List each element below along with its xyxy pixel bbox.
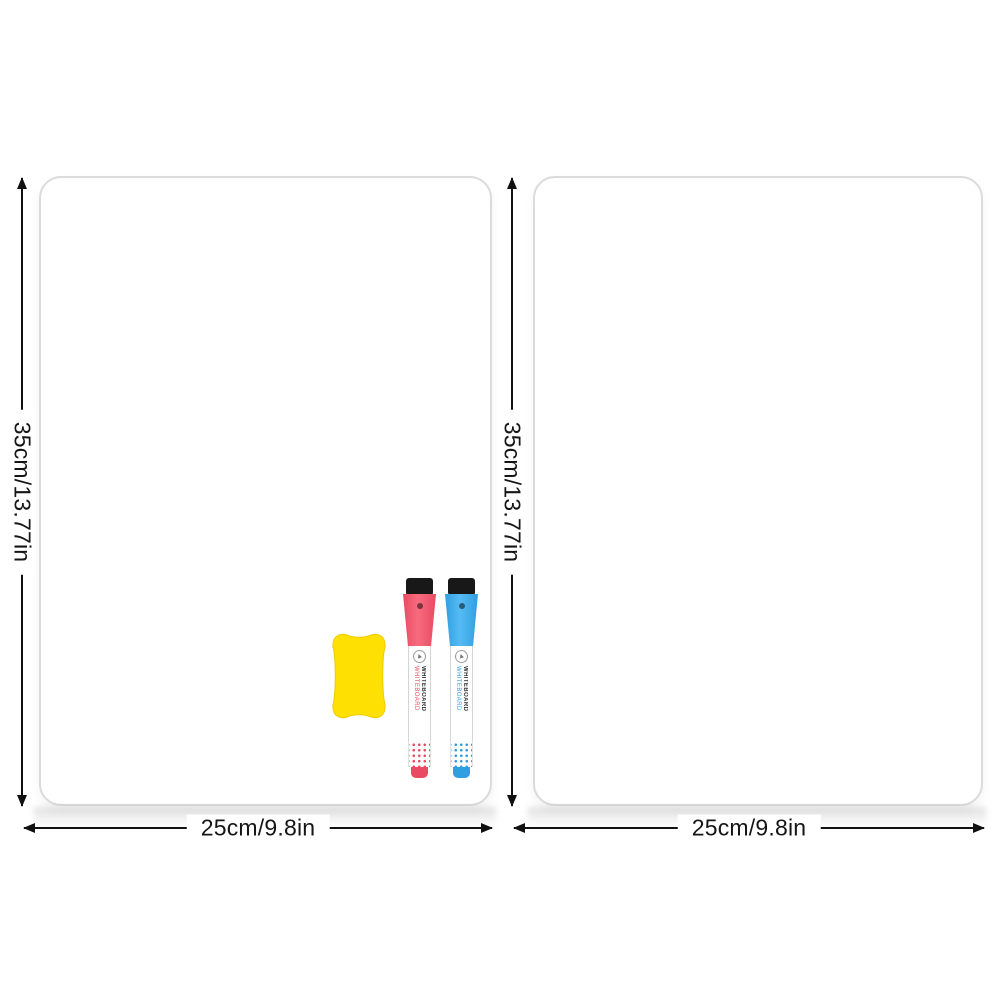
arrowhead-right-icon [481, 823, 493, 833]
barrel-text-group: WHITEBOARD WHITEBOARD [455, 666, 468, 734]
arrowhead-down-icon [17, 795, 27, 807]
marker-cap-top [406, 578, 433, 594]
marker-barrel: ▲ WHITEBOARD WHITEBOARD [408, 646, 431, 741]
triangle-logo-icon: ▲ [411, 648, 428, 665]
height-label: 35cm/13.77in [498, 409, 526, 575]
whiteboard-right [533, 176, 983, 806]
marker-red: ▲ WHITEBOARD WHITEBOARD [403, 578, 436, 778]
arrowhead-left-icon [23, 823, 35, 833]
marker-cap-top [448, 578, 475, 594]
marker-blue: ▲ WHITEBOARD WHITEBOARD [445, 578, 478, 778]
width-dimension-left: 25cm/9.8in [23, 814, 493, 842]
barrel-brand-text: WHITEBOARD [420, 666, 426, 712]
arrowhead-right-icon [973, 823, 985, 833]
whiteboard-eraser [332, 633, 386, 719]
marker-barrel: ▲ WHITEBOARD WHITEBOARD [450, 646, 473, 741]
marker-end-cap [453, 767, 470, 778]
width-dimension-right: 25cm/9.8in [513, 814, 985, 842]
height-dimension-left: 35cm/13.77in [8, 177, 36, 807]
barrel-text-group: WHITEBOARD WHITEBOARD [413, 666, 426, 734]
cap-dot [416, 603, 423, 609]
triangle-logo-icon: ▲ [453, 648, 470, 665]
barrel-text: WHITEBOARD [455, 666, 461, 711]
marker-dot-pattern [450, 741, 473, 767]
arrowhead-up-icon [507, 177, 517, 189]
height-label: 35cm/13.77in [8, 409, 36, 575]
arrowhead-down-icon [507, 795, 517, 807]
marker-dot-pattern [408, 741, 431, 767]
height-dimension-right: 35cm/13.77in [498, 177, 526, 807]
width-label: 25cm/9.8in [677, 814, 821, 842]
arrowhead-up-icon [17, 177, 27, 189]
marker-end-cap [411, 767, 428, 778]
cap-dot [458, 603, 465, 609]
width-label: 25cm/9.8in [186, 814, 330, 842]
marker-cap [445, 594, 478, 646]
barrel-brand-text: WHITEBOARD [462, 666, 468, 712]
marker-cap [403, 594, 436, 646]
arrowhead-left-icon [513, 823, 525, 833]
eraser-shape [332, 633, 386, 719]
barrel-text: WHITEBOARD [413, 666, 419, 711]
